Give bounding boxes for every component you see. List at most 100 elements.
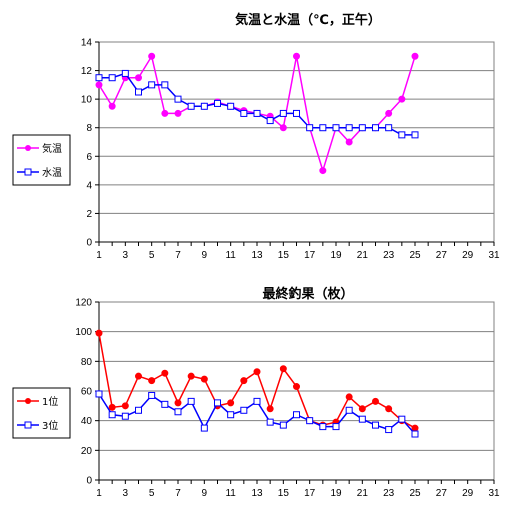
data-point	[372, 421, 379, 429]
data-point	[253, 397, 261, 405]
y-tick-label: 60	[81, 387, 93, 398]
data-point	[214, 399, 221, 407]
data-point	[148, 391, 156, 399]
x-tick-label: 19	[330, 250, 342, 261]
data-point	[121, 402, 129, 410]
x-tick-label: 15	[278, 250, 290, 261]
legend-label: 3位	[42, 419, 58, 432]
x-tick-label: 29	[462, 488, 474, 499]
data-point	[345, 406, 353, 414]
data-point	[95, 390, 103, 398]
data-point	[108, 74, 116, 82]
data-point	[108, 102, 116, 110]
data-point	[95, 329, 103, 337]
x-tick-label: 27	[436, 250, 448, 261]
y-tick-label: 2	[86, 209, 92, 220]
x-tick-label: 21	[357, 488, 369, 499]
data-point	[174, 95, 182, 103]
chart-title: 気温と水温（℃，正午）	[235, 12, 381, 28]
data-point	[332, 423, 340, 431]
data-point	[306, 417, 314, 425]
data-point	[411, 131, 419, 139]
chart-title: 最終釣果（枚）	[262, 286, 353, 302]
y-tick-label: 0	[86, 238, 92, 249]
x-tick-label: 19	[330, 488, 342, 499]
data-point	[187, 372, 195, 380]
x-tick-label: 1	[96, 250, 102, 261]
x-tick-label: 25	[409, 488, 421, 499]
data-point	[135, 74, 142, 82]
x-tick-label: 11	[225, 488, 236, 499]
data-point	[411, 424, 419, 432]
data-point	[135, 88, 142, 96]
data-point	[174, 399, 182, 407]
x-tick-label: 15	[278, 488, 290, 499]
legend-marker	[25, 398, 31, 404]
data-point	[398, 95, 406, 103]
legend: 1位 3位	[12, 387, 71, 439]
data-point	[345, 124, 353, 132]
data-point	[319, 423, 327, 431]
data-point	[227, 411, 235, 419]
data-point	[358, 405, 366, 413]
x-tick-label: 23	[383, 488, 395, 499]
legend-box	[12, 134, 71, 186]
data-point	[411, 430, 419, 438]
data-point	[240, 109, 248, 117]
data-point	[187, 102, 195, 110]
data-point	[385, 109, 393, 117]
data-point	[372, 124, 379, 132]
data-point	[266, 117, 274, 125]
x-tick-label: 17	[304, 250, 316, 261]
y-tick-label: 120	[75, 298, 92, 309]
data-point	[148, 81, 156, 89]
data-point	[279, 124, 287, 132]
y-tick-label: 100	[75, 327, 92, 338]
data-point	[108, 411, 116, 419]
series-line-2	[99, 72, 415, 136]
data-point	[148, 52, 156, 60]
data-point	[279, 109, 287, 117]
data-point	[161, 369, 169, 377]
data-point	[161, 81, 169, 89]
data-point	[214, 99, 221, 107]
x-tick-label: 27	[436, 488, 448, 499]
data-point	[385, 405, 393, 413]
data-point	[279, 365, 287, 373]
y-tick-label: 8	[86, 123, 92, 134]
legend-marker	[24, 168, 32, 176]
data-point	[187, 397, 195, 405]
data-point	[293, 383, 300, 391]
data-point	[358, 124, 366, 132]
data-point	[227, 102, 235, 110]
data-point	[279, 421, 287, 429]
data-point	[135, 372, 142, 380]
data-point	[200, 375, 208, 383]
data-point	[319, 124, 327, 132]
data-point	[161, 109, 169, 117]
data-point	[398, 415, 406, 423]
data-point	[293, 52, 300, 60]
y-tick-label: 12	[81, 66, 93, 77]
data-point	[174, 408, 182, 416]
data-point	[332, 124, 340, 132]
y-tick-label: 10	[81, 95, 93, 106]
data-point	[372, 397, 379, 405]
data-point	[121, 69, 129, 77]
legend-marker	[24, 421, 32, 429]
x-tick-label: 5	[149, 488, 155, 499]
data-point	[411, 52, 419, 60]
y-tick-label: 40	[81, 416, 93, 427]
y-tick-label: 20	[81, 446, 93, 457]
x-tick-label: 13	[251, 250, 263, 261]
data-point	[240, 377, 248, 385]
data-point	[266, 405, 274, 413]
legend-label: 気温	[42, 142, 62, 155]
data-point	[358, 415, 366, 423]
data-point	[95, 81, 103, 89]
data-point	[108, 403, 116, 411]
series-line-1	[98, 333, 416, 429]
